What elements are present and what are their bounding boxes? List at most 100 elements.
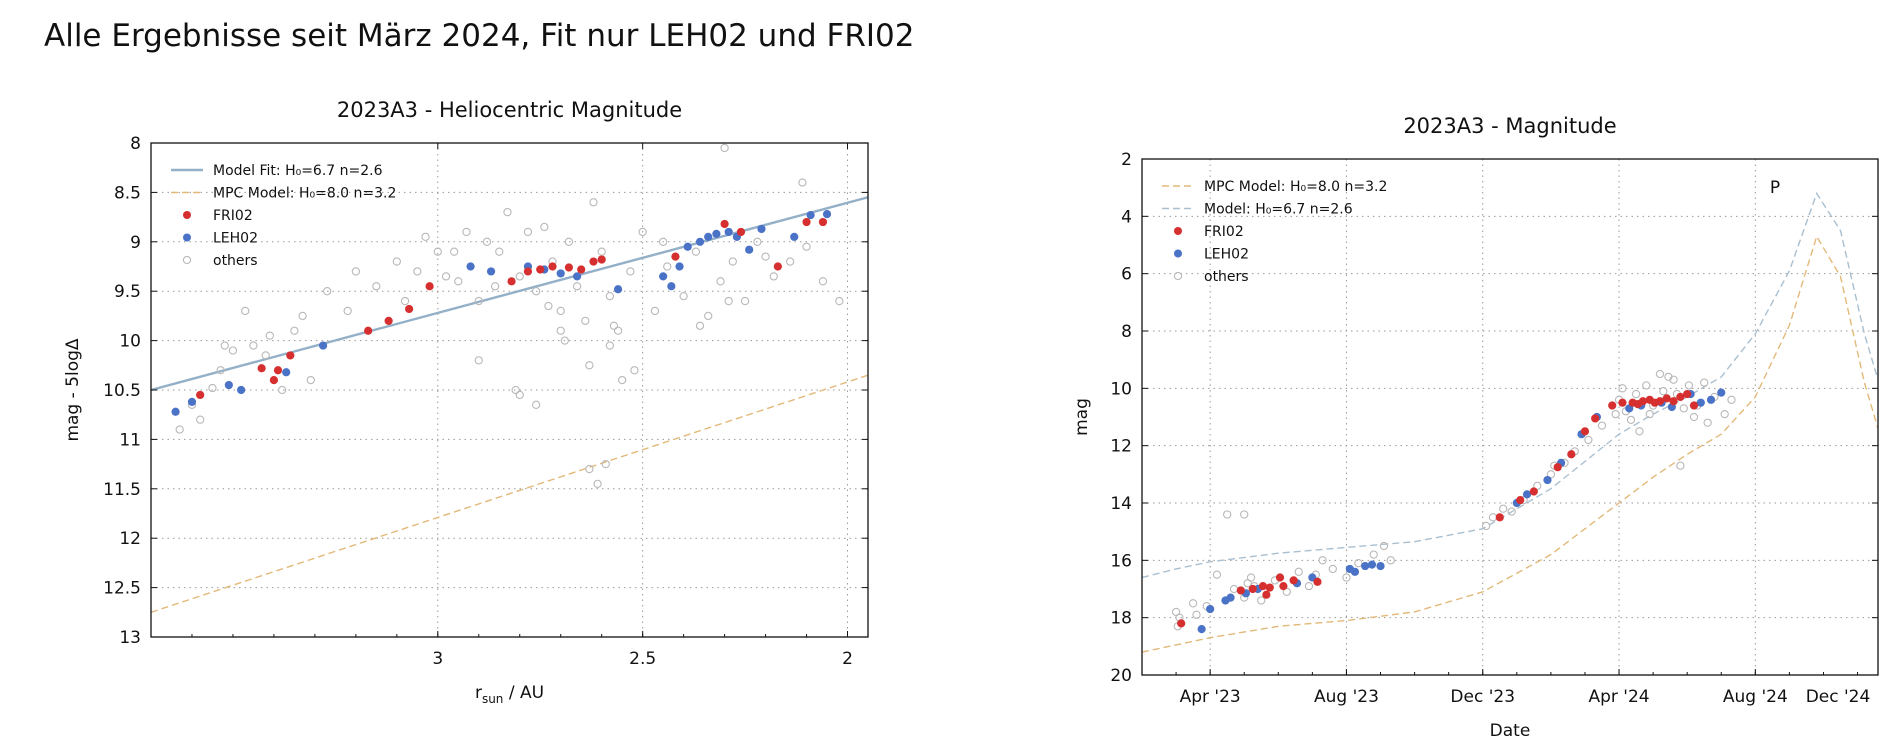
c2-point-others bbox=[1507, 507, 1516, 516]
c1-point-others bbox=[613, 326, 623, 335]
c2-point-fri02 bbox=[1580, 427, 1590, 436]
c2-point-others bbox=[1727, 395, 1736, 404]
c1-point-others bbox=[196, 415, 205, 424]
c2-point-others bbox=[1481, 521, 1491, 531]
c1-y-tick-label: 12.5 bbox=[103, 579, 141, 599]
c1-x-tick-label: 2.5 bbox=[629, 649, 656, 669]
c1-point-others bbox=[802, 242, 811, 251]
c1-point-fri02 bbox=[523, 267, 533, 276]
c2-point-fri02 bbox=[1676, 392, 1685, 402]
c2-legend-label: others bbox=[1204, 269, 1249, 285]
c2-legend-label: MPC Model: H₀=8.0 n=3.2 bbox=[1204, 179, 1387, 195]
c1-point-others bbox=[523, 227, 533, 237]
c1-point-fri02 bbox=[384, 316, 393, 325]
c2-point-fri02 bbox=[1279, 582, 1288, 591]
c2-point-fri02 bbox=[1248, 584, 1257, 594]
c1-point-others bbox=[495, 247, 504, 256]
c1-point-others bbox=[581, 316, 590, 325]
c1-legend-label: LEH02 bbox=[213, 231, 258, 247]
c1-point-fri02 bbox=[196, 390, 205, 400]
c2-legend-swatch-fri02 bbox=[1174, 227, 1182, 235]
c1-plot-area bbox=[151, 143, 868, 613]
c1-point-others bbox=[450, 247, 459, 256]
c1-point-leh02 bbox=[237, 385, 246, 395]
c2-plot-frame bbox=[1141, 158, 1879, 676]
c1-point-others bbox=[343, 306, 352, 316]
c1-point-others bbox=[601, 459, 610, 469]
c2-point-others bbox=[1328, 564, 1337, 574]
c1-point-others bbox=[589, 198, 598, 207]
c1-point-fri02 bbox=[548, 262, 557, 271]
c1-y-tick-label: 11.5 bbox=[103, 480, 141, 500]
c2-point-others bbox=[1664, 372, 1673, 382]
c2-y-tick-label: 20 bbox=[1110, 666, 1132, 686]
c2-point-others bbox=[1703, 418, 1712, 427]
c2-point-others bbox=[1700, 378, 1709, 387]
c2-point-others bbox=[1294, 567, 1303, 576]
c1-point-others bbox=[597, 247, 606, 256]
c1-point-others bbox=[638, 227, 647, 237]
c1-point-others bbox=[560, 336, 569, 345]
c1-legend-label: others bbox=[213, 253, 258, 269]
c2-y-tick-label: 18 bbox=[1110, 609, 1132, 629]
c1-point-others bbox=[663, 262, 672, 271]
c1-legend-label: MPC Model: H₀=8.0 n=3.2 bbox=[213, 186, 396, 202]
c2-point-others bbox=[1645, 409, 1654, 419]
c2-chart-title: 2023A3 - Magnitude bbox=[1403, 114, 1616, 138]
c1-point-others bbox=[572, 282, 582, 291]
c1-point-fri02 bbox=[802, 217, 811, 227]
c1-point-leh02 bbox=[712, 229, 721, 238]
c2-x-axis-label: Date bbox=[1490, 721, 1531, 741]
c1-point-fri02 bbox=[273, 366, 283, 375]
c1-point-others bbox=[462, 227, 471, 237]
c1-point-others bbox=[306, 375, 315, 385]
c2-point-others bbox=[1635, 427, 1644, 436]
c1-x-axis-label-rest: / AU bbox=[503, 683, 544, 703]
c2-point-others bbox=[1720, 409, 1729, 419]
c2-point-fri02 bbox=[1275, 573, 1285, 582]
c2-legend-swatch-others bbox=[1173, 271, 1183, 281]
c1-point-others bbox=[585, 361, 594, 370]
c1-point-others bbox=[618, 375, 627, 385]
c1-point-fri02 bbox=[257, 364, 266, 373]
c1-legend-label: FRI02 bbox=[213, 208, 253, 224]
c2-point-others bbox=[1584, 435, 1593, 445]
c1-point-others bbox=[798, 178, 807, 187]
c2-legend-label: Model: H₀=6.7 n=2.6 bbox=[1204, 202, 1353, 218]
c2-point-others bbox=[1689, 412, 1699, 422]
c1-point-others bbox=[704, 311, 713, 321]
c1-point-fri02 bbox=[269, 376, 279, 385]
c1-y-tick-label: 9.5 bbox=[114, 282, 141, 302]
c1-point-leh02 bbox=[171, 407, 180, 416]
c2-y-tick-label: 6 bbox=[1121, 265, 1132, 285]
c1-point-others bbox=[740, 296, 750, 306]
c2-peak-annotation: P bbox=[1770, 178, 1780, 198]
c2-point-others bbox=[1318, 556, 1327, 565]
c2-point-others bbox=[1611, 409, 1620, 419]
c2-point-others bbox=[1626, 415, 1636, 425]
c2-point-others bbox=[1369, 550, 1378, 559]
c2-legend-label: FRI02 bbox=[1204, 224, 1244, 240]
c1-point-leh02 bbox=[187, 397, 197, 406]
c1-y-tick-label: 13 bbox=[119, 628, 141, 648]
c1-point-others bbox=[241, 306, 250, 316]
c1-point-fri02 bbox=[736, 227, 746, 237]
c1-point-others bbox=[482, 237, 492, 246]
c1-point-others bbox=[556, 306, 565, 316]
c1-x-axis-label-sub: sun bbox=[482, 692, 503, 706]
c1-point-others bbox=[421, 232, 430, 242]
c2-point-fri02 bbox=[1262, 590, 1271, 599]
c2-point-fri02 bbox=[1662, 394, 1671, 403]
c2-point-fri02 bbox=[1669, 397, 1678, 406]
c1-series-model-fit-line bbox=[151, 196, 868, 392]
c1-point-others bbox=[290, 326, 299, 335]
c1-point-others bbox=[769, 272, 778, 281]
c2-point-fri02 bbox=[1495, 513, 1504, 522]
c1-point-leh02 bbox=[822, 210, 832, 219]
c2-point-fri02 bbox=[1529, 487, 1538, 496]
c1-y-tick-label: 8.5 bbox=[114, 183, 141, 203]
c1-point-leh02 bbox=[806, 211, 815, 220]
c2-legend-label: LEH02 bbox=[1204, 247, 1249, 263]
c1-point-others bbox=[277, 385, 287, 395]
c2-point-others bbox=[1499, 504, 1508, 513]
